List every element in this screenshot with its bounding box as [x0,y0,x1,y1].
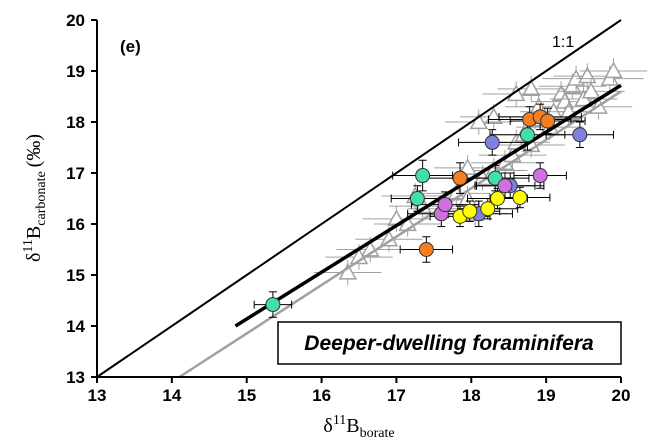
data-point [452,170,468,186]
data-point [497,178,513,194]
data-point [540,113,556,129]
legend-box [277,321,622,365]
x-tick-label: 14 [162,386,181,405]
y-tick-label: 18 [66,113,85,132]
x-axis-label: δ11Bborate [323,413,394,441]
x-tick-label: 18 [462,386,481,405]
y-tick-label: 13 [66,368,85,387]
panel-label: (e) [120,37,141,56]
one-to-one-line [96,19,622,378]
data-point [418,242,434,257]
gray-triangle-point [469,112,489,130]
legend-box-label: Deeper-dwelling foraminifera [304,332,594,355]
data-point [519,127,535,143]
data-point [437,197,453,213]
gray-triangle-point [604,61,623,79]
x-tick-label: 20 [612,386,631,405]
gray-triangle-point [458,158,477,176]
data-point [532,168,548,184]
data-point [462,203,478,219]
data-point [489,191,505,206]
fit-line-layer [96,19,622,379]
x-tick-label: 16 [312,386,331,405]
data-point [480,201,496,217]
y-tick-label: 14 [66,317,85,336]
regression-line [234,83,622,328]
x-tick-label: 17 [387,386,406,405]
gray-triangle-point [581,81,601,99]
tick-layer: 13 14 15 16 17 18 19 20 13 14 15 16 17 18 19 20 [66,11,630,405]
data-point-layer [253,103,615,318]
y-tick-label: 15 [66,266,85,285]
gray-triangle-point [578,66,597,84]
y-axis-label: δ11Bcarbonate(‰) [21,134,49,262]
y-tick-label: 16 [66,215,85,234]
gray-triangle-point [521,79,541,96]
data-point [265,297,281,313]
x-tick-label: 13 [88,386,107,405]
data-point [484,134,500,150]
x-tick-label: 15 [237,386,256,405]
y-tick-label: 17 [66,164,85,183]
x-tick-label: 19 [537,386,556,405]
data-point [572,127,588,143]
y-tick-label: 20 [66,11,85,30]
data-point [409,191,425,206]
reference-line-label: 1:1 [552,34,574,51]
data-point [512,189,528,205]
gray-fit-line [178,90,622,379]
y-tick-label: 19 [66,62,85,81]
data-point [415,168,431,184]
